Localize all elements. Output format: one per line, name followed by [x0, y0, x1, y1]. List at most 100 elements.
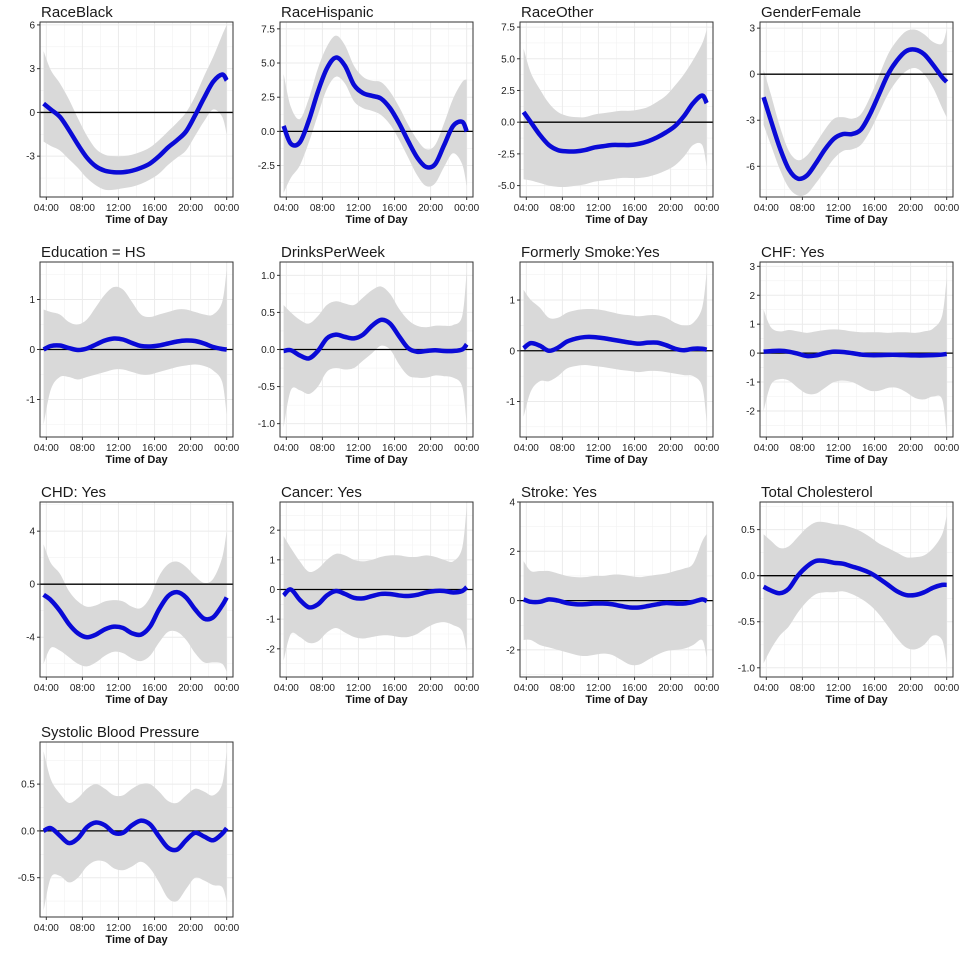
- x-tick-label: 00:00: [694, 683, 719, 694]
- confidence-band: [43, 269, 227, 425]
- confidence-band: [523, 29, 707, 188]
- x-tick-label: 08:00: [790, 443, 815, 454]
- y-tick-label: 4: [29, 527, 35, 538]
- panel-chd-yes: CHD: Yes -4 0 4 04:00 08:00 12:00 16:00 20:00 00:…: [0, 480, 240, 720]
- x-tick-label: 04:00: [34, 683, 59, 694]
- y-tick-label: -0.5: [738, 617, 756, 628]
- y-tick-label: 3: [749, 24, 755, 35]
- estimate-line: [281, 585, 469, 610]
- panel-border: [39, 501, 234, 678]
- x-tick-label: 04:00: [274, 683, 299, 694]
- panel-border: [39, 21, 234, 198]
- panel-border: [759, 501, 954, 678]
- y-tick-label: -1: [26, 395, 35, 406]
- x-tick-label: 20:00: [898, 443, 923, 454]
- x-tick-label: 16:00: [382, 203, 407, 214]
- y-tick-label: -1: [506, 397, 515, 408]
- y-tick-label: 0: [29, 580, 35, 591]
- x-tick-label: 20:00: [658, 443, 683, 454]
- x-axis-title: Time of Day: [585, 214, 648, 226]
- x-tick-label: 12:00: [586, 683, 611, 694]
- y-tick-label: 2.5: [261, 93, 275, 104]
- x-tick-label: 16:00: [622, 203, 647, 214]
- panel-systolic-blood-pressure: Systolic Blood Pressure -0.5 0.0 0.5 04:00 08…: [0, 720, 240, 960]
- chart-title: RaceHispanic: [281, 4, 374, 21]
- y-tick-label: -2: [746, 406, 755, 417]
- panel-genderfemale: GenderFemale -6 -3 0 3 04:00 08:00 12:00 16:00 20…: [720, 0, 959, 240]
- x-tick-label: 16:00: [142, 443, 167, 454]
- chart-title: GenderFemale: [761, 4, 861, 21]
- chart-title: CHF: Yes: [761, 244, 824, 261]
- x-tick-label: 12:00: [586, 203, 611, 214]
- x-tick-label: 08:00: [310, 683, 335, 694]
- y-tick-label: 0.0: [21, 826, 35, 837]
- chart-title: CHD: Yes: [41, 484, 106, 501]
- chart-raceblack: RaceBlack -3 0 3 6 04:00 08:00 12:00 16:00 20:00 0…: [26, 4, 240, 226]
- x-tick-label: 08:00: [790, 683, 815, 694]
- x-tick-label: 12:00: [106, 443, 131, 454]
- x-tick-label: 16:00: [142, 203, 167, 214]
- x-tick-label: 08:00: [70, 683, 95, 694]
- y-tick-label: 0.0: [741, 571, 755, 582]
- y-tick-label: 2: [749, 291, 755, 302]
- x-tick-label: 04:00: [274, 203, 299, 214]
- chart-cancer-yes: Cancer: Yes -2 -1 0 1 2 04:00 08:00 12:00 16:00 20…: [266, 484, 480, 706]
- chart-chd-yes: CHD: Yes -4 0 4 04:00 08:00 12:00 16:00 20:00 00:…: [26, 484, 240, 706]
- estimate-line: [522, 334, 708, 354]
- estimate-line: [761, 47, 949, 182]
- x-tick-label: 20:00: [418, 443, 443, 454]
- chart-title: Systolic Blood Pressure: [41, 724, 199, 741]
- confidence-band: [283, 35, 467, 193]
- panel-border: [279, 21, 474, 198]
- panel-chf-yes: CHF: Yes -2 -1 0 1 2 3 04:00 08:00 12:00 16:00 20:0…: [720, 240, 959, 480]
- y-tick-label: 0.5: [261, 308, 275, 319]
- x-tick-label: 12:00: [826, 683, 851, 694]
- x-tick-label: 20:00: [178, 923, 203, 934]
- x-tick-label: 00:00: [214, 443, 239, 454]
- x-tick-label: 12:00: [826, 203, 851, 214]
- x-tick-label: 20:00: [898, 683, 923, 694]
- y-tick-label: 6: [29, 20, 35, 31]
- confidence-band: [523, 272, 707, 422]
- confidence-band: [763, 277, 947, 435]
- x-tick-label: 04:00: [514, 443, 539, 454]
- y-tick-label: 0: [269, 585, 275, 596]
- x-tick-label: 20:00: [418, 683, 443, 694]
- y-tick-label: 0: [29, 108, 35, 119]
- estimate-line: [42, 72, 229, 175]
- x-tick-label: 20:00: [178, 203, 203, 214]
- estimate-line: [42, 589, 229, 640]
- y-tick-label: 1.0: [261, 271, 275, 282]
- y-tick-label: -3: [26, 152, 35, 163]
- x-tick-label: 04:00: [514, 203, 539, 214]
- x-tick-label: 16:00: [382, 683, 407, 694]
- x-tick-label: 16:00: [622, 683, 647, 694]
- x-axis-title: Time of Day: [345, 694, 408, 706]
- confidence-band: [283, 506, 467, 661]
- y-tick-label: -5.0: [498, 181, 516, 192]
- estimate-line: [42, 818, 229, 853]
- estimate-line: [522, 597, 708, 610]
- panel-border: [519, 501, 714, 678]
- estimate-line: [281, 55, 469, 170]
- x-tick-label: 04:00: [34, 443, 59, 454]
- x-tick-label: 20:00: [418, 203, 443, 214]
- panel-border: [519, 21, 714, 198]
- panel-cancer-yes: Cancer: Yes -2 -1 0 1 2 04:00 08:00 12:00 16:00 20…: [240, 480, 480, 720]
- estimate-line: [42, 336, 227, 353]
- x-tick-label: 16:00: [862, 443, 887, 454]
- y-tick-label: 5.0: [501, 54, 515, 65]
- x-tick-label: 08:00: [70, 443, 95, 454]
- x-tick-label: 12:00: [826, 443, 851, 454]
- y-tick-label: -4: [26, 633, 35, 644]
- x-tick-label: 12:00: [106, 923, 131, 934]
- x-tick-label: 04:00: [514, 683, 539, 694]
- x-tick-label: 00:00: [214, 683, 239, 694]
- y-tick-label: 0: [749, 349, 755, 360]
- y-tick-label: 5.0: [261, 59, 275, 70]
- chart-education-hs: Education = HS -1 0 1 04:00 08:00 12:00 16:00 20…: [26, 244, 240, 466]
- confidence-band: [763, 515, 947, 664]
- panel-racehispanic: RaceHispanic -2.5 0.0 2.5 5.0 7.5 04:00 08:00 12…: [240, 0, 480, 240]
- chart-formerly-smoke-yes: Formerly Smoke:Yes -1 0 1 04:00 08:00 12:00 16:…: [506, 244, 720, 466]
